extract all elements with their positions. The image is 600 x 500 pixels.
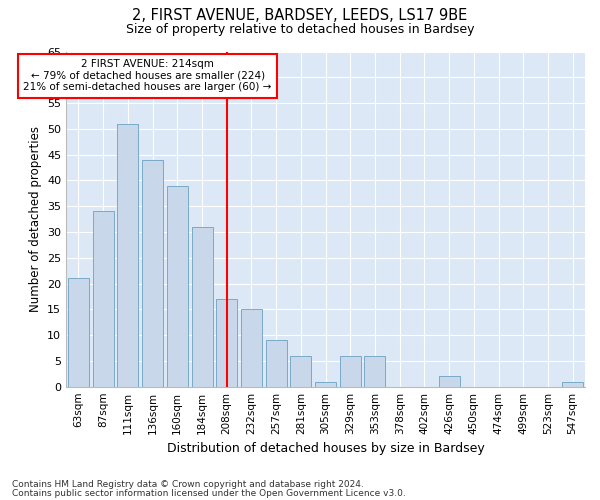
Bar [241, 310, 262, 386]
Bar [167, 186, 188, 386]
Y-axis label: Number of detached properties: Number of detached properties [29, 126, 41, 312]
Bar [562, 382, 583, 386]
Text: 2, FIRST AVENUE, BARDSEY, LEEDS, LS17 9BE: 2, FIRST AVENUE, BARDSEY, LEEDS, LS17 9B… [133, 8, 467, 22]
Bar [364, 356, 385, 386]
Bar [315, 382, 336, 386]
Bar [290, 356, 311, 386]
Bar [191, 227, 212, 386]
Bar [216, 299, 237, 386]
Bar [266, 340, 287, 386]
Bar [118, 124, 139, 386]
Bar [68, 278, 89, 386]
Text: 2 FIRST AVENUE: 214sqm
← 79% of detached houses are smaller (224)
21% of semi-de: 2 FIRST AVENUE: 214sqm ← 79% of detached… [23, 59, 272, 92]
X-axis label: Distribution of detached houses by size in Bardsey: Distribution of detached houses by size … [167, 442, 484, 455]
Bar [142, 160, 163, 386]
Bar [439, 376, 460, 386]
Bar [92, 212, 113, 386]
Text: Contains HM Land Registry data © Crown copyright and database right 2024.: Contains HM Land Registry data © Crown c… [12, 480, 364, 489]
Bar [340, 356, 361, 386]
Text: Contains public sector information licensed under the Open Government Licence v3: Contains public sector information licen… [12, 488, 406, 498]
Text: Size of property relative to detached houses in Bardsey: Size of property relative to detached ho… [126, 22, 474, 36]
